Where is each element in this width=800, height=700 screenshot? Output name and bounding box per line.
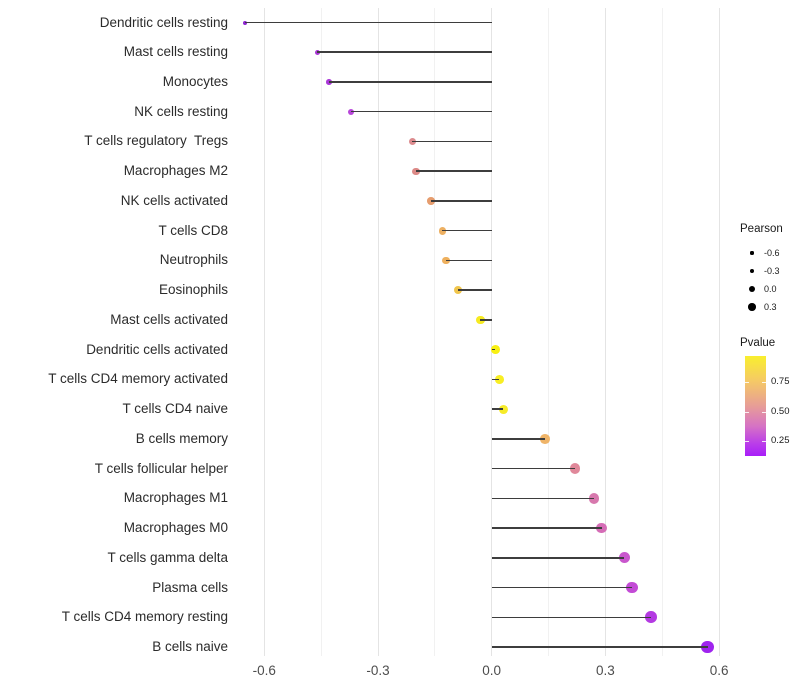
pvalue-tick-mark xyxy=(745,441,749,442)
row-label: B cells memory xyxy=(135,430,228,446)
pvalue-tick-mark xyxy=(745,382,749,383)
lollipop-stem xyxy=(480,319,492,321)
minor-gridline xyxy=(661,8,663,656)
lollipop-dot xyxy=(596,522,607,534)
lollipop-stem xyxy=(328,81,492,83)
lollipop-stem xyxy=(491,616,651,619)
lollipop-stem xyxy=(491,408,504,410)
lollipop-dot xyxy=(539,434,550,444)
x-tick-label: -0.3 xyxy=(366,663,390,678)
pearson-key-label: -0.6 xyxy=(764,248,780,258)
row-label: T cells follicular helper xyxy=(94,460,228,476)
row-label: Macrophages M2 xyxy=(123,163,228,179)
lollipop-dot xyxy=(569,463,581,474)
lollipop-stem xyxy=(491,497,595,500)
lollipop-dot xyxy=(498,404,508,414)
pvalue-tick-label: 0.50 xyxy=(771,406,790,417)
row-label: T cells regulatory Tregs xyxy=(84,133,228,149)
pvalue-tick-mark xyxy=(745,412,749,413)
row-label: B cells naive xyxy=(152,639,228,655)
row-label: T cells CD4 memory activated xyxy=(48,371,228,387)
major-gridline xyxy=(604,8,606,656)
row-label: Monocytes xyxy=(162,73,228,89)
lollipop-stem xyxy=(491,646,708,648)
row-label: Eosinophils xyxy=(158,282,228,298)
lollipop-stem xyxy=(491,586,632,589)
row-label: Dendritic cells resting xyxy=(99,14,228,30)
lollipop-stem xyxy=(317,51,492,53)
x-tick-label: 0.3 xyxy=(596,663,615,678)
lollipop-stem xyxy=(351,110,492,113)
pvalue-legend-title: Pvalue xyxy=(740,337,776,349)
row-label: NK cells resting xyxy=(134,103,228,119)
major-gridline xyxy=(377,8,379,656)
lollipop-stem xyxy=(491,467,576,470)
lollipop-dot xyxy=(701,640,715,654)
lollipop-stem xyxy=(491,527,602,529)
lollipop-stem xyxy=(491,438,545,440)
lollipop-dot xyxy=(491,345,500,354)
row-label: Macrophages M0 xyxy=(123,520,228,536)
lollipop-stem xyxy=(491,557,625,559)
lollipop-stem xyxy=(412,140,492,143)
pearson-key-dot xyxy=(750,251,754,255)
x-tick-label: 0.6 xyxy=(709,663,729,678)
row-label: NK cells activated xyxy=(120,192,228,208)
pearson-key-dot xyxy=(748,303,756,311)
minor-gridline xyxy=(548,8,550,656)
major-gridline xyxy=(718,8,720,656)
lollipop-stem xyxy=(446,259,492,262)
pvalue-gradient-bar xyxy=(745,356,766,456)
lollipop-dot xyxy=(412,167,420,175)
row-label: T cells CD8 xyxy=(158,222,228,238)
lollipop-stem xyxy=(415,170,492,172)
row-label: Mast cells activated xyxy=(110,311,228,327)
pvalue-tick-label: 0.25 xyxy=(771,435,790,446)
plot-panel xyxy=(237,8,737,656)
minor-gridline xyxy=(434,8,436,656)
row-label: Mast cells resting xyxy=(123,44,228,60)
lollipop-dot xyxy=(618,552,630,564)
lollipop-stem xyxy=(431,200,492,202)
row-label: Dendritic cells activated xyxy=(86,341,228,357)
lollipop-dot xyxy=(427,197,435,205)
pearson-key-label: -0.3 xyxy=(764,266,780,276)
lollipop-dot xyxy=(314,49,321,55)
x-tick-label: 0.0 xyxy=(482,663,502,678)
lollipop-stem xyxy=(491,378,500,381)
pearson-key-dot xyxy=(748,285,756,293)
lollipop-dot xyxy=(438,226,447,235)
lollipop-dot xyxy=(348,108,355,115)
lollipop-dot xyxy=(645,611,657,624)
row-label: T cells CD4 naive xyxy=(122,401,228,417)
row-label: Plasma cells xyxy=(152,579,228,595)
lollipop-stem xyxy=(245,21,492,24)
pvalue-tick-label: 0.75 xyxy=(771,376,790,387)
pvalue-tick-mark xyxy=(762,441,766,442)
lollipop-dot xyxy=(494,374,504,384)
row-label: Neutrophils xyxy=(159,252,228,268)
lollipop-stem xyxy=(491,348,496,351)
pvalue-tick-mark xyxy=(762,412,766,413)
pearson-key-dot xyxy=(749,268,755,274)
pearson-key-label: 0.0 xyxy=(764,284,777,294)
lollipop-stem xyxy=(442,229,492,232)
lollipop-dot xyxy=(408,137,416,146)
lollipop-dot xyxy=(442,256,451,265)
major-gridline xyxy=(491,8,493,656)
lollipop-dot xyxy=(626,581,638,594)
x-tick-label: -0.6 xyxy=(252,663,276,678)
row-label: T cells gamma delta xyxy=(107,549,228,565)
lollipop-dot xyxy=(476,315,485,325)
minor-gridline xyxy=(320,8,322,656)
row-label: Macrophages M1 xyxy=(123,490,228,506)
pearson-legend-title: Pearson xyxy=(740,223,783,235)
pearson-key-label: 0.3 xyxy=(764,302,777,312)
lollipop-stem xyxy=(457,289,492,291)
pvalue-tick-mark xyxy=(762,382,766,383)
major-gridline xyxy=(263,8,265,656)
row-label: T cells CD4 memory resting xyxy=(61,609,228,625)
